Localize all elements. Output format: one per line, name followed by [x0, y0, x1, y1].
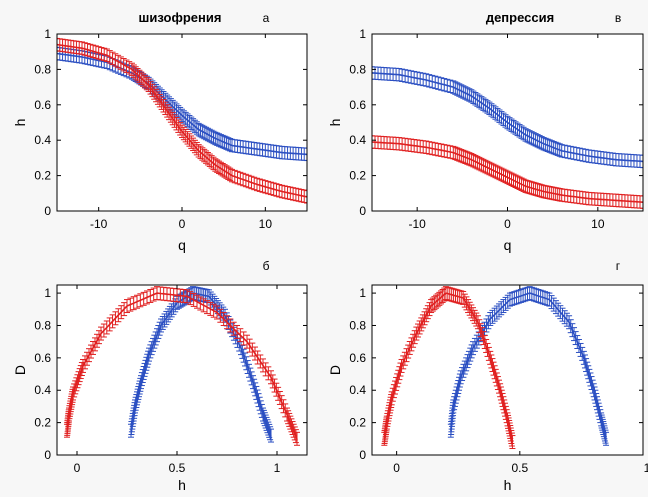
- chart-panel-v: 0 0.2 0.4 0.6 0.8 1 -10 0 10 q h депрессия в: [327, 10, 644, 253]
- y-tick-label: 0.2: [349, 416, 366, 430]
- x-tick-label: 0: [179, 217, 186, 231]
- series-line: [57, 52, 307, 156]
- series-line: [383, 292, 514, 443]
- x-tick-label: 10: [259, 217, 273, 231]
- y-tick-label: 1: [359, 27, 366, 41]
- series-0: [447, 286, 610, 446]
- x-tick-label: -10: [90, 217, 108, 231]
- y-tick-label: 0.8: [34, 318, 51, 332]
- series-group: [57, 37, 307, 204]
- y-tick-label: 1: [44, 286, 51, 300]
- y-tick-label: 0.8: [34, 62, 51, 76]
- y-tick-label: 0.6: [34, 98, 51, 112]
- x-tick-label: 0: [74, 461, 81, 475]
- x-axis-label: q: [178, 237, 186, 253]
- y-tick-label: 0.2: [349, 169, 366, 183]
- y-tick-label: 0.6: [349, 98, 366, 112]
- x-tick-label: 0: [504, 217, 511, 231]
- series-1: [372, 135, 643, 209]
- y-tick-label: 0.2: [34, 169, 51, 183]
- series-group: [372, 66, 643, 209]
- series-line: [372, 72, 643, 163]
- axes-frame: [56, 284, 308, 456]
- y-tick-label: 0: [44, 448, 51, 462]
- y-tick-label: 0.4: [349, 133, 366, 147]
- y-tick-label: 0.8: [349, 62, 366, 76]
- panel-letter: г: [616, 259, 621, 273]
- series-line: [372, 141, 643, 203]
- x-axis-label: h: [504, 477, 512, 493]
- y-axis-label: h: [12, 119, 28, 127]
- panel-letter: в: [615, 11, 621, 25]
- x-tick-label: 1: [644, 461, 648, 475]
- chart-panel-a: 0 0.2 0.4 0.6 0.8 1 -10 0 10 q h шизофрения а: [12, 10, 308, 253]
- chart-title: шизофрения: [139, 10, 222, 25]
- series-group: [381, 286, 610, 450]
- x-axis-label: q: [504, 237, 512, 253]
- series-1: [64, 286, 300, 446]
- series-line: [450, 292, 607, 439]
- y-tick-label: 0.6: [349, 351, 366, 365]
- x-tick-label: 0.5: [169, 461, 186, 475]
- x-tick-label: 0: [393, 461, 400, 475]
- y-tick-label: 0: [44, 204, 51, 218]
- x-tick-label: 1: [274, 461, 281, 475]
- x-tick-label: 0.5: [511, 461, 528, 475]
- series-line: [57, 43, 307, 198]
- x-tick-label: -10: [408, 217, 426, 231]
- series-1: [381, 286, 516, 450]
- series-0: [372, 66, 643, 169]
- chart-panel-b: 0 0.2 0.4 0.6 0.8 1 0 0.5 1 h Dб: [12, 259, 308, 493]
- panel-letter: а: [263, 11, 270, 25]
- y-axis-label: D: [327, 365, 343, 375]
- y-tick-label: 1: [44, 27, 51, 41]
- plot-area: [372, 285, 643, 455]
- y-tick-label: 0.4: [34, 383, 51, 397]
- series-line: [66, 292, 298, 440]
- y-tick-label: 0.6: [34, 351, 51, 365]
- series-1: [57, 37, 307, 204]
- y-tick-label: 0: [359, 448, 366, 462]
- chart-panel-g: 0 0.2 0.4 0.6 0.8 1 0 0.5 1 h Dг: [327, 259, 648, 493]
- series-group: [64, 286, 300, 446]
- y-tick-label: 0.8: [349, 318, 366, 332]
- y-axis-label: h: [327, 119, 343, 127]
- y-tick-label: 0: [359, 204, 366, 218]
- y-tick-label: 0.4: [349, 383, 366, 397]
- y-tick-label: 1: [359, 286, 366, 300]
- y-tick-label: 0.2: [34, 416, 51, 430]
- panel-letter: б: [263, 259, 270, 273]
- y-axis-label: D: [12, 365, 28, 375]
- y-tick-label: 0.4: [34, 133, 51, 147]
- x-axis-label: h: [178, 477, 186, 493]
- axes-frame: [371, 284, 644, 456]
- x-tick-label: 10: [591, 217, 605, 231]
- chart-title: депрессия: [486, 10, 554, 25]
